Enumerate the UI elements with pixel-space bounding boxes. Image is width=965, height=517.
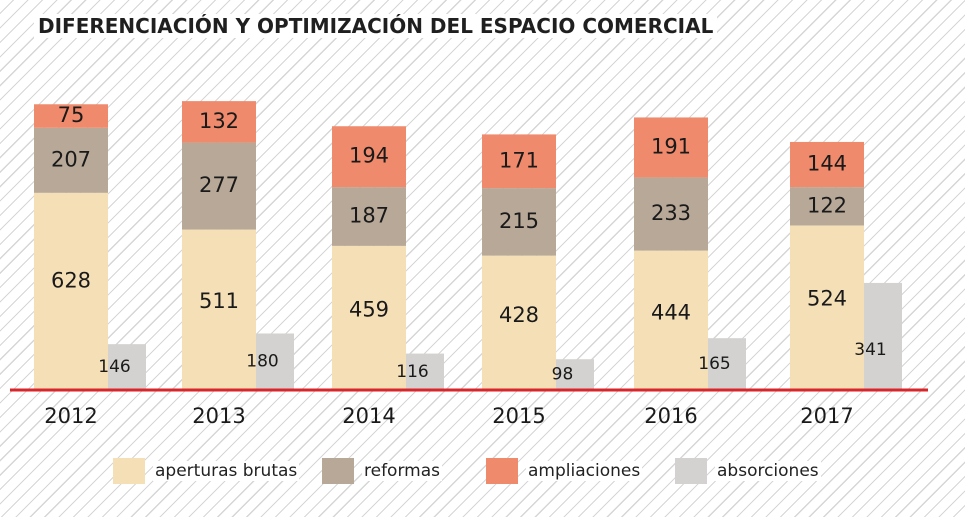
legend-swatch-absorciones [675,458,707,484]
legend-swatch-aperturas [113,458,145,484]
data-label-absorciones-2017: 341 [854,340,886,360]
bar-reformas-2015 [482,188,556,256]
data-label-aperturas-2014: 459 [349,298,389,322]
bar-aperturas-2017 [790,225,864,390]
data-label-ampliaciones-2016: 191 [651,134,691,158]
bar-aperturas-2015 [482,255,556,390]
data-label-reformas-2015: 215 [499,209,539,233]
data-label-aperturas-2015: 428 [499,303,539,327]
legend-item-ampliaciones: ampliaciones [486,456,643,486]
legend-label-aperturas: aperturas brutas [153,461,300,481]
data-label-ampliaciones-2014: 194 [349,144,389,168]
data-label-aperturas-2017: 524 [807,287,847,311]
data-label-reformas-2012: 207 [51,147,91,171]
stacked-bar-chart: 146 628 207 75 2012 180 511 277 132 2013 116 459 187… [10,101,928,428]
x-tick-2012: 2012 [44,404,97,428]
legend-label-reformas: reformas [362,461,442,481]
legend-swatch-ampliaciones [486,458,518,484]
data-label-aperturas-2013: 511 [199,289,239,313]
data-label-ampliaciones-2013: 132 [199,109,239,133]
legend-label-ampliaciones: ampliaciones [526,461,643,481]
data-label-ampliaciones-2012: 75 [58,103,85,127]
bar-reformas-2016 [634,177,708,251]
data-label-reformas-2017: 122 [807,193,847,217]
x-tick-2015: 2015 [492,404,545,428]
bar-ampliaciones-2013 [182,101,256,143]
data-label-reformas-2013: 277 [199,173,239,197]
data-label-ampliaciones-2017: 144 [807,152,847,176]
data-label-absorciones-2016: 165 [698,354,730,374]
chart-title: DIFERENCIACIÓN Y OPTIMIZACIÓN DEL ESPACI… [34,14,718,38]
bar-reformas-2013 [182,142,256,230]
chart-legend: aperturas brutas reformas ampliaciones a… [0,456,965,490]
data-label-absorciones-2015: 98 [552,365,574,385]
legend-swatch-reformas [322,458,354,484]
bar-ampliaciones-2012 [34,104,108,128]
legend-label-absorciones: absorciones [715,461,821,481]
legend-item-aperturas: aperturas brutas [113,456,300,486]
bar-ampliaciones-2014 [332,126,406,188]
data-label-absorciones-2012: 146 [98,357,130,377]
data-label-aperturas-2016: 444 [651,300,691,324]
bar-reformas-2017 [790,187,864,226]
bar-aperturas-2013 [182,229,256,390]
x-tick-2016: 2016 [644,404,697,428]
legend-item-absorciones: absorciones [675,456,821,486]
x-tick-2013: 2013 [192,404,245,428]
legend-item-reformas: reformas [322,456,442,486]
bar-ampliaciones-2015 [482,134,556,189]
bar-reformas-2014 [332,187,406,246]
data-label-absorciones-2014: 116 [396,362,428,382]
data-label-aperturas-2012: 628 [51,269,91,293]
data-label-reformas-2016: 233 [651,201,691,225]
x-tick-2014: 2014 [342,404,395,428]
bar-aperturas-2016 [634,250,708,390]
x-tick-2017: 2017 [800,404,853,428]
bar-ampliaciones-2016 [634,117,708,178]
bar-reformas-2012 [34,127,108,193]
bar-aperturas-2012 [34,192,108,390]
bar-ampliaciones-2017 [790,141,864,188]
bar-aperturas-2014 [332,245,406,390]
data-label-ampliaciones-2015: 171 [499,148,539,172]
data-label-reformas-2014: 187 [349,204,389,228]
data-label-absorciones-2013: 180 [246,352,278,372]
